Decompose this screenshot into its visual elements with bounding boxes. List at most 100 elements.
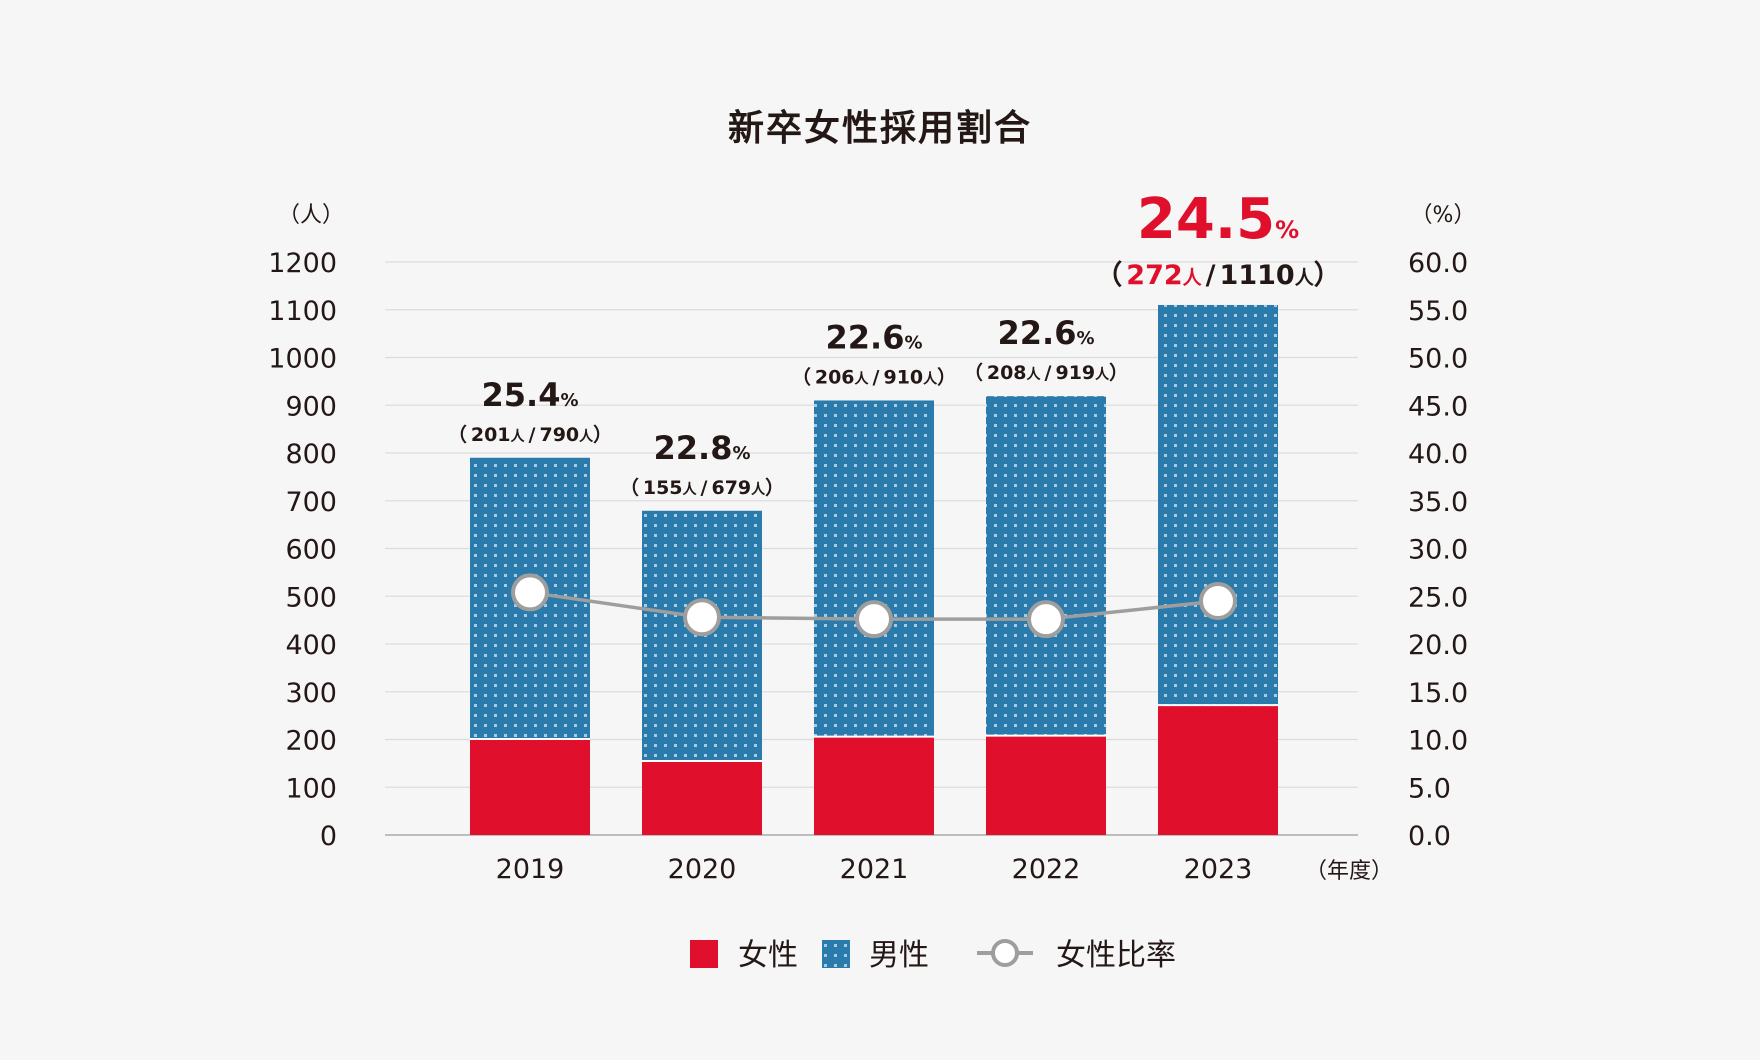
y-left-axis: 0 100 200 300 400 500 600 700 800 900 1000 1100 1200 — [268, 248, 337, 852]
bar-label-percent: 22.6% — [826, 318, 923, 356]
bar-women — [986, 735, 1106, 835]
y-left-tick-label: 800 — [285, 439, 337, 470]
total-count: 910 — [883, 366, 923, 388]
paren-open: （ — [1095, 260, 1122, 291]
bar-label: 22.6%（ 208人/919人） — [964, 314, 1128, 384]
slash: / — [1206, 260, 1216, 291]
y-right-tick-label: 20.0 — [1408, 630, 1468, 661]
total-count-unit: 人 — [751, 481, 766, 498]
paren-close: ） — [1109, 361, 1128, 384]
women-count: 201 — [471, 424, 511, 446]
chart-title: 新卒女性採用割合 — [728, 108, 1032, 149]
percent-unit: % — [560, 390, 578, 411]
y-left-tick-label: 600 — [285, 535, 337, 566]
y-left-tick-label: 1000 — [268, 344, 337, 375]
percent-unit: % — [1275, 216, 1299, 244]
percent-value: 25.4 — [482, 376, 561, 414]
y-right-tick-label: 10.0 — [1408, 726, 1468, 757]
percent-unit: % — [904, 332, 922, 353]
y-left-tick-label: 500 — [285, 582, 337, 613]
bar-men — [814, 400, 934, 737]
slash: / — [873, 366, 880, 388]
legend-label-ratio: 女性比率 — [1056, 938, 1176, 973]
y-right-tick-label: 50.0 — [1408, 344, 1468, 375]
percent-value: 22.6 — [826, 318, 905, 356]
x-axis: 2019 2020 2021 2022 2023 — [496, 854, 1253, 885]
ratio-point — [511, 573, 549, 612]
paren-close: ） — [1314, 260, 1341, 291]
women-count: 272 — [1126, 260, 1182, 291]
bar-label: 25.4%（ 201人/790人） — [448, 376, 612, 446]
y-right-tick-label: 45.0 — [1408, 391, 1468, 422]
total-count-unit: 人 — [579, 428, 594, 445]
y-left-tick-label: 100 — [285, 773, 337, 804]
y-right-tick-label: 60.0 — [1408, 248, 1468, 279]
percent-value: 22.8 — [654, 429, 733, 467]
bar-women — [642, 760, 762, 835]
bar-men — [986, 396, 1106, 736]
x-tick-label: 2020 — [668, 854, 737, 885]
paren-open: （ — [792, 365, 811, 388]
legend-swatch-men — [822, 940, 850, 968]
x-tick-label: 2022 — [1012, 854, 1081, 885]
women-count-unit: 人 — [1027, 366, 1042, 383]
women-count-unit: 人 — [1183, 267, 1203, 289]
slash: / — [701, 477, 708, 499]
y-right-unit: （%） — [1411, 203, 1476, 228]
y-right-tick-label: 0.0 — [1408, 821, 1451, 852]
y-left-tick-label: 0 — [320, 821, 337, 852]
women-count-unit: 人 — [855, 370, 870, 387]
bar-women — [1158, 705, 1278, 835]
women-count-unit: 人 — [511, 428, 526, 445]
bar-label-percent: 22.8% — [654, 429, 751, 467]
bar-women — [814, 736, 934, 835]
slash: / — [1045, 362, 1052, 384]
x-tick-label: 2021 — [840, 854, 909, 885]
total-count: 1110 — [1220, 260, 1295, 291]
ratio-point — [855, 600, 893, 639]
paren-open: （ — [620, 476, 639, 499]
bar-label-count: （208人/919人） — [964, 361, 1128, 384]
y-left-tick-label: 700 — [285, 487, 337, 518]
slash: / — [529, 424, 536, 446]
bar-labels: 25.4%（ 201人/790人） 22.8%（ 155人/679人）22.6%（ 20… — [448, 187, 1341, 499]
percent-value: 24.5 — [1137, 187, 1275, 252]
y-right-tick-label: 35.0 — [1408, 487, 1468, 518]
x-tick-label: 2019 — [496, 854, 565, 885]
y-right-tick-label: 5.0 — [1408, 773, 1451, 804]
bar-label: 24.5%（ 272人/1110人） — [1095, 187, 1340, 291]
y-right-axis: 0.0 5.0 10.0 15.0 20.0 25.0 30.0 35.0 40.0 45.0 50… — [1408, 248, 1468, 852]
legend-label-men: 男性 — [869, 938, 929, 973]
percent-value: 22.6 — [998, 314, 1077, 352]
women-count: 208 — [987, 362, 1027, 384]
paren-close: ） — [937, 365, 956, 388]
y-right-tick-label: 15.0 — [1408, 678, 1468, 709]
ratio-line — [511, 573, 1237, 639]
bar-label-percent: 24.5% — [1137, 187, 1299, 252]
bar-label-count: （272人/1110人） — [1095, 260, 1340, 291]
women-count-unit: 人 — [683, 481, 698, 498]
total-count: 679 — [711, 477, 751, 499]
ratio-point — [683, 598, 721, 637]
x-tick-label: 2023 — [1184, 854, 1253, 885]
y-left-tick-label: 300 — [285, 678, 337, 709]
paren-open: （ — [964, 361, 983, 384]
total-count-unit: 人 — [1095, 366, 1110, 383]
y-left-tick-label: 1200 — [268, 248, 337, 279]
paren-open: （ — [448, 423, 467, 446]
total-count: 919 — [1055, 362, 1095, 384]
y-right-tick-label: 30.0 — [1408, 535, 1468, 566]
women-count: 206 — [815, 366, 855, 388]
bar-women — [470, 739, 590, 835]
percent-unit: % — [1076, 328, 1094, 349]
y-left-unit: （人） — [278, 203, 344, 228]
paren-close: ） — [593, 423, 612, 446]
legend: 女性 男性 女性比率 — [690, 938, 1176, 973]
bar-label: 22.8%（ 155人/679人） — [620, 429, 784, 499]
total-count: 790 — [539, 424, 579, 446]
x-unit: （年度） — [1305, 859, 1393, 884]
legend-label-women: 女性 — [738, 938, 798, 973]
y-right-tick-label: 25.0 — [1408, 582, 1468, 613]
bar-label-percent: 22.6% — [998, 314, 1095, 352]
